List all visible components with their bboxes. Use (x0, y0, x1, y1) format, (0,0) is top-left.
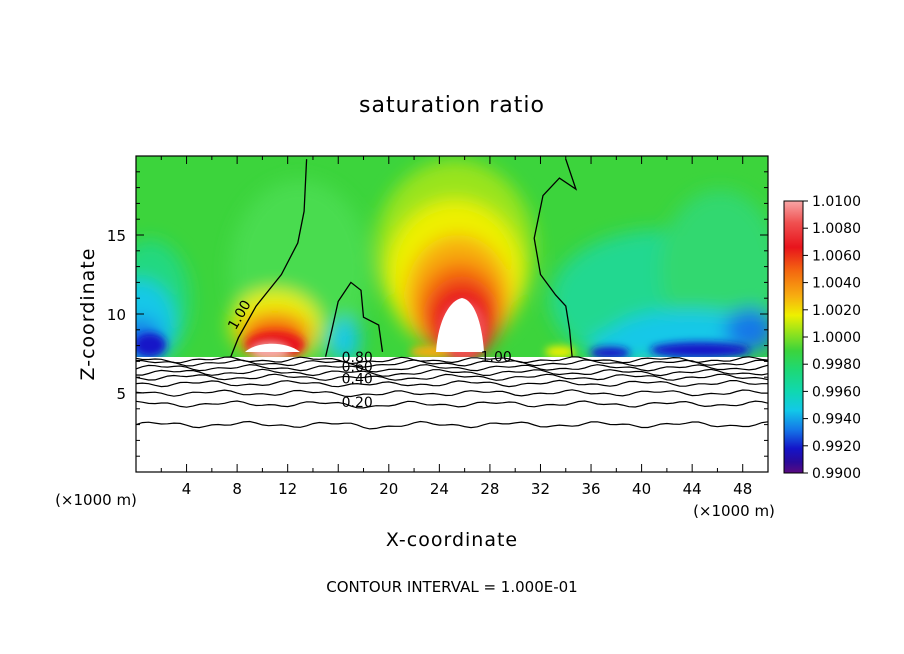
chart-title: saturation ratio (359, 93, 545, 118)
y-tick-label: 5 (116, 385, 126, 403)
contour-label: 0.20 (342, 395, 373, 411)
contour-lines (136, 158, 768, 430)
contour-line (136, 373, 768, 381)
x-tick-label: 4 (182, 480, 192, 498)
colorbar-tick-label: 1.0000 (812, 330, 861, 346)
x-tick-label: 8 (232, 480, 242, 498)
contour-line-1-00 (533, 158, 578, 357)
x-tick-label: 44 (683, 480, 702, 498)
x-tick-label: 40 (632, 480, 651, 498)
y-axis-title: Z-coordinate (77, 248, 99, 381)
heatmap-field (136, 156, 768, 472)
x-tick-label: 36 (581, 480, 600, 498)
colorbar-tick-label: 1.0020 (812, 303, 861, 319)
contour-line-1-00 (230, 159, 308, 357)
x-tick-label: 24 (430, 480, 449, 498)
x-tick-label: 48 (733, 480, 752, 498)
contour-labels: 1.001.000.800.600.400.20 (225, 298, 512, 412)
contour-line (136, 379, 768, 388)
y-tick-label: 15 (107, 227, 126, 245)
x-unit-label-right: (×1000 m) (693, 502, 775, 520)
y-tick-label: 10 (107, 306, 126, 324)
contour-line (136, 400, 768, 409)
contour-line (136, 363, 768, 373)
colorbar-tick-label: 0.9900 (812, 466, 861, 482)
contour-line (136, 420, 768, 430)
contour-label: 0.60 (342, 360, 373, 376)
contour-label: 1.00 (481, 349, 512, 365)
x-tick-label: 12 (278, 480, 297, 498)
contour-label: 0.80 (342, 350, 373, 366)
x-tick-label: 16 (329, 480, 348, 498)
colorbar-tick-label: 0.9960 (812, 384, 861, 400)
contour-line (136, 389, 768, 398)
colorbar-tick-label: 1.0040 (812, 276, 861, 292)
contour-line-1-00 (324, 281, 384, 357)
x-tick-label: 32 (531, 480, 550, 498)
contour-interval-note: CONTOUR INTERVAL = 1.000E-01 (326, 578, 577, 596)
contour-line (136, 356, 768, 365)
x-axis-title: X-coordinate (386, 529, 518, 551)
contour-label: 0.40 (342, 372, 373, 388)
contour-line (136, 368, 768, 377)
colorbar-tick-label: 0.9920 (812, 439, 861, 455)
colorbar-ticks: 1.0100 1.0080 1.0060 1.0040 1.0020 1.0000 0.99… (803, 194, 861, 482)
colorbar-tick-label: 0.9940 (812, 412, 861, 428)
x-tick-label: 20 (379, 480, 398, 498)
colorbar-tick-label: 1.0060 (812, 248, 861, 264)
x-tick-label: 28 (480, 480, 499, 498)
x-unit-label-left: (×1000 m) (55, 491, 137, 509)
colorbar (783, 200, 804, 474)
colorbar-tick-label: 1.0100 (812, 194, 861, 210)
colorbar-tick-label: 1.0080 (812, 221, 861, 237)
colorbar-tick-label: 0.9980 (812, 357, 861, 373)
